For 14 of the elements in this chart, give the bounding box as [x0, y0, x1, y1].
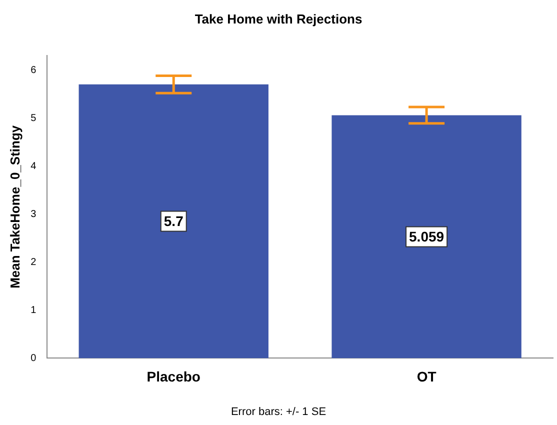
data-label: 5.7	[164, 213, 184, 230]
y-axis-title: Mean TakeHome_0_Stingy	[7, 124, 22, 288]
y-tick-label: 2	[30, 256, 37, 268]
data-label: 5.059	[409, 228, 444, 245]
y-tick-label: 1	[30, 304, 37, 316]
y-tick-label: 0	[30, 352, 37, 364]
text: Error bars: +/- 1 SE	[230, 406, 326, 418]
x-tick-label: Placebo	[146, 368, 200, 384]
x-tick-label: OT	[416, 368, 437, 384]
y-tick-label: 3	[30, 208, 37, 220]
chart-title: Take Home with Rejections	[194, 11, 362, 26]
y-tick-label: 6	[30, 64, 37, 76]
y-tick-label: 4	[30, 160, 37, 172]
y-tick-label: 5	[30, 112, 37, 124]
